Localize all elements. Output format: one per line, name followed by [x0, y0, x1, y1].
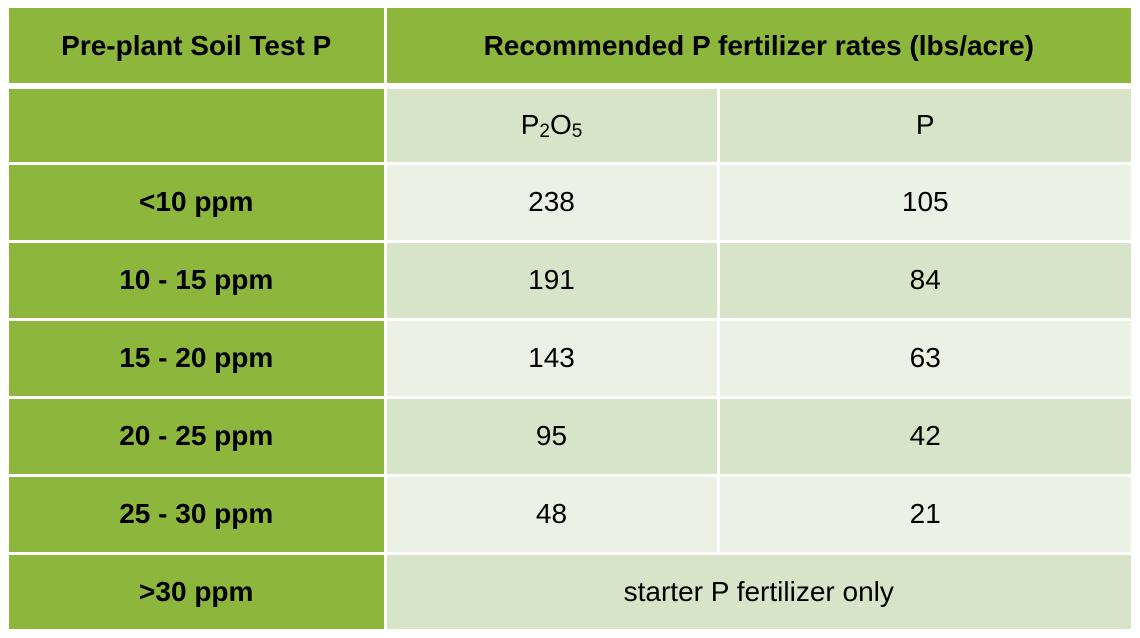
table-row-last: >30 ppm starter P fertilizer only [9, 553, 1131, 629]
row-p2o5-value: 238 [385, 163, 720, 243]
row-p-value: 105 [718, 163, 1131, 243]
header-recommended-rates: Recommended P fertilizer rates (lbs/acre… [385, 8, 1131, 89]
table-subheader-row: P2O5 P [9, 86, 1131, 165]
row-p2o5-value: 48 [385, 475, 720, 555]
row-soil-range: <10 ppm [9, 163, 387, 243]
row-soil-range: 10 - 15 ppm [9, 241, 387, 321]
table-row: 10 - 15 ppm 191 84 [9, 241, 1131, 321]
table-header-row: Pre-plant Soil Test P Recommended P fert… [9, 8, 1131, 89]
row-p-value: 63 [718, 319, 1131, 399]
header-soil-test: Pre-plant Soil Test P [9, 8, 387, 89]
row-p2o5-value: 95 [385, 397, 720, 477]
table-row: <10 ppm 238 105 [9, 163, 1131, 243]
row-soil-range: 20 - 25 ppm [9, 397, 387, 477]
row-soil-range: >30 ppm [9, 553, 387, 629]
row-p-value: 21 [718, 475, 1131, 555]
subheader-p2o5: P2O5 [385, 86, 720, 165]
p2o5-base-p: P [520, 109, 540, 141]
subheader-empty-cell [9, 86, 387, 165]
row-soil-range: 15 - 20 ppm [9, 319, 387, 399]
p2o5-base-o: O [549, 109, 572, 141]
row-soil-range: 25 - 30 ppm [9, 475, 387, 555]
row-p-value: 42 [718, 397, 1131, 477]
fertilizer-rate-table: Pre-plant Soil Test P Recommended P fert… [9, 8, 1131, 629]
row-p-value: 84 [718, 241, 1131, 321]
table-row: 25 - 30 ppm 48 21 [9, 475, 1131, 555]
row-p2o5-value: 191 [385, 241, 720, 321]
table-row: 15 - 20 ppm 143 63 [9, 319, 1131, 399]
row-starter-note: starter P fertilizer only [385, 553, 1131, 629]
subheader-p: P [718, 86, 1131, 165]
p2o5-sub-2: 2 [539, 121, 550, 143]
table-row: 20 - 25 ppm 95 42 [9, 397, 1131, 477]
row-p2o5-value: 143 [385, 319, 720, 399]
p2o5-sub-5: 5 [571, 121, 583, 143]
